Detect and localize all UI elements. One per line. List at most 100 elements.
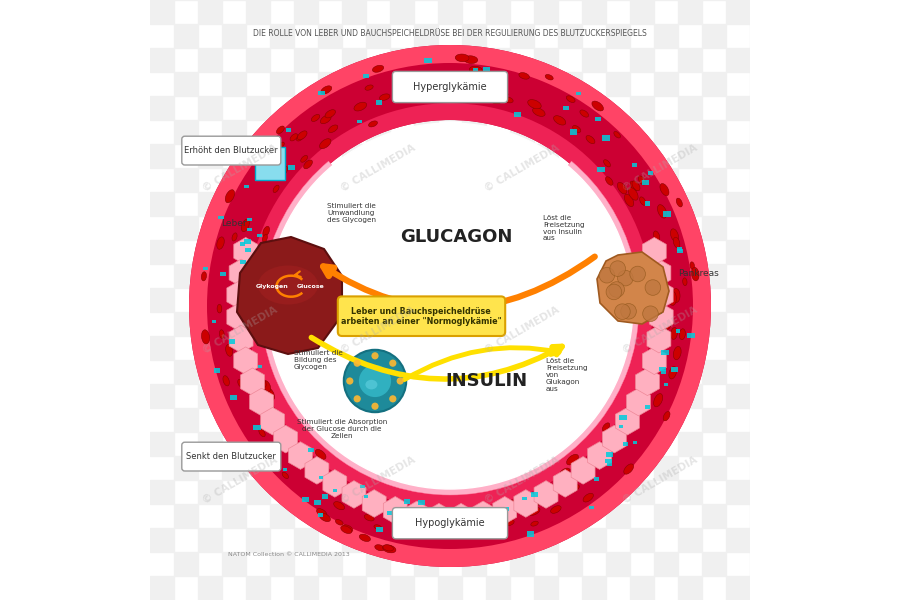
Bar — [438, 480, 462, 504]
Ellipse shape — [241, 220, 249, 232]
Ellipse shape — [321, 86, 332, 94]
Ellipse shape — [669, 291, 677, 305]
Bar — [606, 456, 630, 480]
Text: Hypoglykämie: Hypoglykämie — [415, 518, 485, 528]
Bar — [150, 288, 174, 312]
Bar — [390, 432, 414, 456]
Ellipse shape — [663, 412, 670, 421]
Bar — [726, 480, 750, 504]
Bar — [606, 360, 630, 384]
Ellipse shape — [602, 423, 609, 431]
Bar — [286, 128, 292, 132]
Bar — [366, 360, 390, 384]
Bar — [664, 383, 668, 386]
Bar — [222, 456, 246, 480]
Ellipse shape — [237, 289, 243, 299]
Ellipse shape — [367, 494, 377, 501]
Bar — [510, 120, 534, 144]
Bar — [510, 72, 534, 96]
Bar — [630, 192, 654, 216]
Text: Löst die
Freisetzung
von
Glukagon
aus: Löst die Freisetzung von Glukagon aus — [546, 358, 588, 392]
Bar — [632, 163, 636, 167]
Bar — [647, 305, 653, 310]
Ellipse shape — [545, 74, 554, 80]
Bar — [270, 408, 294, 432]
Bar — [390, 480, 414, 504]
Bar — [342, 528, 366, 552]
Ellipse shape — [248, 266, 254, 277]
Ellipse shape — [373, 65, 383, 72]
Bar — [174, 24, 198, 48]
Bar — [174, 216, 198, 240]
Bar — [606, 120, 630, 144]
Bar — [150, 96, 174, 120]
Bar — [473, 68, 478, 71]
Bar — [774, 144, 798, 168]
Text: GLUCAGON: GLUCAGON — [400, 228, 512, 246]
Bar — [270, 24, 294, 48]
Bar — [174, 264, 198, 288]
Bar — [198, 432, 222, 456]
Bar — [534, 528, 558, 552]
Bar — [633, 441, 637, 444]
Bar — [174, 120, 198, 144]
Bar — [510, 312, 534, 336]
Circle shape — [630, 266, 645, 282]
Circle shape — [346, 377, 354, 385]
Bar — [270, 120, 294, 144]
Bar — [318, 168, 342, 192]
Ellipse shape — [473, 530, 482, 535]
Ellipse shape — [630, 181, 638, 191]
Circle shape — [621, 304, 636, 319]
Bar — [678, 96, 702, 120]
Bar — [198, 288, 222, 312]
Bar — [318, 264, 342, 288]
Bar — [198, 384, 222, 408]
Circle shape — [643, 306, 658, 322]
Bar — [750, 408, 774, 432]
Ellipse shape — [566, 96, 575, 103]
Bar — [198, 0, 222, 24]
Bar — [342, 288, 366, 312]
Bar — [654, 72, 678, 96]
Ellipse shape — [226, 344, 232, 356]
Bar — [558, 216, 582, 240]
Bar — [342, 480, 366, 504]
Bar — [678, 480, 702, 504]
Circle shape — [645, 280, 661, 295]
Circle shape — [599, 268, 615, 283]
Ellipse shape — [258, 265, 318, 304]
Bar — [366, 216, 390, 240]
Ellipse shape — [527, 100, 541, 109]
Ellipse shape — [225, 190, 235, 203]
Bar — [342, 432, 366, 456]
Bar — [342, 144, 366, 168]
Ellipse shape — [342, 525, 353, 532]
Bar — [606, 216, 630, 240]
Bar — [198, 240, 222, 264]
Bar — [630, 144, 654, 168]
Bar — [322, 494, 328, 499]
Ellipse shape — [315, 449, 326, 460]
Bar — [678, 288, 702, 312]
Bar — [582, 432, 606, 456]
Bar — [366, 120, 390, 144]
Bar — [360, 485, 365, 488]
Bar — [246, 192, 270, 216]
Ellipse shape — [497, 515, 508, 521]
Ellipse shape — [664, 317, 671, 329]
Bar — [366, 408, 390, 432]
Bar — [366, 264, 390, 288]
Bar — [563, 106, 569, 110]
Bar — [582, 480, 606, 504]
Bar — [294, 576, 318, 600]
Bar — [594, 478, 599, 481]
Bar — [390, 96, 414, 120]
Ellipse shape — [467, 92, 480, 98]
Circle shape — [606, 284, 622, 300]
Bar — [750, 72, 774, 96]
Ellipse shape — [223, 376, 230, 386]
Bar — [294, 0, 318, 24]
Bar — [558, 552, 582, 576]
Ellipse shape — [202, 272, 206, 281]
